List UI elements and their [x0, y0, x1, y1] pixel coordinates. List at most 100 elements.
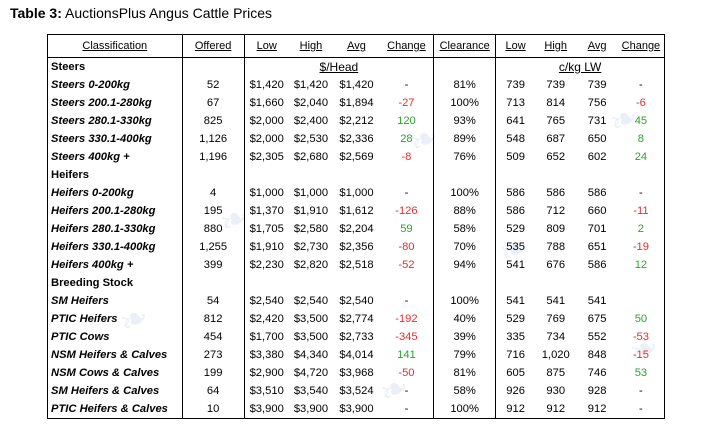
cell-avg: $4,014: [339, 349, 374, 361]
cell-clearance: 79%: [433, 346, 496, 364]
cell-kg-high: 586: [546, 187, 566, 199]
col-kg-change: Change: [617, 34, 665, 58]
cell-kg-avg: 586: [587, 187, 607, 199]
cell-avg: $2,569: [339, 151, 374, 163]
cell-kg-high: 814: [546, 97, 566, 109]
table-row: Heifers 280.1-330kg 880 $1,705 $2,580 $2,204…: [48, 220, 665, 238]
cell-clearance: 94%: [433, 256, 496, 274]
cell-change: -52: [398, 259, 415, 271]
cell-kg-change: 8: [637, 133, 645, 145]
cell-low: $2,900: [243, 364, 289, 382]
row-classification: SM Heifers: [51, 295, 109, 307]
col-low: Low: [243, 34, 289, 58]
cell-change: -: [404, 403, 409, 415]
section-filler: [181, 274, 245, 292]
row-classification: Heifers 330.1-400kg: [51, 241, 156, 253]
col-offered: Offered: [181, 34, 245, 58]
row-classification: Heifers 200.1-280kg: [51, 205, 156, 217]
cell-kg-change: -11: [633, 205, 649, 217]
cell-avg: $2,356: [339, 241, 374, 253]
cell-high: $2,400: [293, 115, 329, 127]
cell-kg-change: -: [639, 403, 643, 415]
cell-change: -27: [398, 97, 415, 109]
cell-kg-low: 541: [495, 256, 536, 274]
cell-clearance: 100%: [433, 184, 496, 202]
cell-low: $2,540: [243, 292, 289, 310]
table-row: Steers 0-200kg 52 $1,420 $1,420 $1,420-81% 73…: [48, 76, 665, 94]
cell-kg-avg: 675: [587, 313, 607, 325]
cell-kg-change: 45: [634, 115, 648, 127]
table-row: Heifers 200.1-280kg 195 $1,370 $1,910 $1,612…: [48, 202, 665, 220]
cell-kg-avg: 541: [587, 295, 607, 307]
cell-low: $3,380: [243, 346, 289, 364]
cell-kg-low: 716: [495, 346, 536, 364]
cell-kg-change: 24: [634, 151, 648, 163]
section-filler: [243, 166, 434, 184]
cell-clearance: 39%: [433, 328, 496, 346]
cell-low: $1,370: [243, 202, 289, 220]
section-filler: [181, 57, 245, 76]
section-filler: [433, 274, 496, 292]
cell-kg-high: 788: [546, 241, 566, 253]
cell-kg-change: 50: [634, 313, 648, 325]
cell-clearance: 58%: [433, 220, 496, 238]
cell-change: 141: [397, 349, 416, 361]
cell-low: $1,910: [243, 238, 289, 256]
row-classification: Steers 280.1-330kg: [51, 115, 152, 127]
cell-kg-avg: 739: [587, 79, 607, 91]
cell-kg-high: 765: [546, 115, 566, 127]
section-filler: [495, 166, 665, 184]
cell-high: $3,500: [293, 331, 329, 343]
row-classification: PTIC Heifers: [51, 313, 118, 325]
cell-kg-low: 529: [495, 220, 536, 238]
cell-clearance: 58%: [433, 382, 496, 400]
row-classification: PTIC Cows: [51, 331, 110, 343]
cell-avg: $2,733: [339, 331, 374, 343]
cell-kg-avg: 552: [587, 331, 607, 343]
cell-kg-high: 687: [546, 133, 566, 145]
cell-low: $1,700: [243, 328, 289, 346]
col-high: High: [288, 34, 334, 58]
cell-offered: 10: [181, 400, 245, 419]
table-row: SM Heifers 54 $2,540 $2,540 $2,540-100% 541 54…: [48, 292, 665, 310]
col-clearance: Clearance: [433, 34, 496, 58]
cell-high: $4,720: [293, 367, 329, 379]
cell-change: -: [404, 79, 409, 91]
section-label: Steers: [51, 61, 86, 73]
table-row: NSM Heifers & Calves 273 $3,380 $4,340 $4,01…: [48, 346, 665, 364]
cell-high: $2,820: [293, 259, 329, 271]
cell-offered: 1,196: [181, 148, 245, 166]
cell-high: $3,500: [293, 313, 329, 325]
cell-low: $2,000: [243, 112, 289, 130]
cell-kg-low: 535: [495, 238, 536, 256]
cell-change: -: [404, 385, 409, 397]
cell-change: -192: [395, 313, 418, 325]
row-classification: Heifers 0-200kg: [51, 187, 134, 199]
section-filler: [243, 274, 434, 292]
cell-change: -126: [395, 205, 418, 217]
cell-avg: $2,518: [339, 259, 374, 271]
section-row: Steers $/Head c/kg LW: [48, 57, 665, 76]
table-row: Heifers 330.1-400kg 1,255 $1,910 $2,730 $2,3…: [48, 238, 665, 256]
cell-kg-high: 712: [546, 205, 566, 217]
cell-kg-low: 586: [495, 184, 536, 202]
table-row: Steers 200.1-280kg 67 $1,660 $2,040 $1,894 -2…: [48, 94, 665, 112]
cell-low: $2,230: [243, 256, 289, 274]
cell-kg-high: 769: [546, 313, 566, 325]
row-classification: PTIC Heifers & Calves: [51, 403, 168, 415]
table-title-text: AuctionsPlus Angus Cattle Prices: [65, 5, 272, 21]
cell-offered: 64: [181, 382, 245, 400]
cell-change: -345: [395, 331, 418, 343]
cell-kg-high: 912: [546, 403, 566, 415]
cell-kg-low: 926: [495, 382, 536, 400]
cell-high: $3,540: [293, 385, 329, 397]
cell-change: 120: [397, 115, 416, 127]
cell-offered: 54: [181, 292, 245, 310]
cell-low: $2,305: [243, 148, 289, 166]
cell-offered: 825: [181, 112, 245, 130]
cell-clearance: 40%: [433, 310, 496, 328]
cell-high: $3,900: [293, 403, 329, 415]
table-row: Steers 330.1-400kg 1,126 $2,000 $2,530 $2,33…: [48, 130, 665, 148]
table-row: PTIC Heifers 812 $2,420 $3,500 $2,774 -192 40%…: [48, 310, 665, 328]
cell-low: $1,705: [243, 220, 289, 238]
